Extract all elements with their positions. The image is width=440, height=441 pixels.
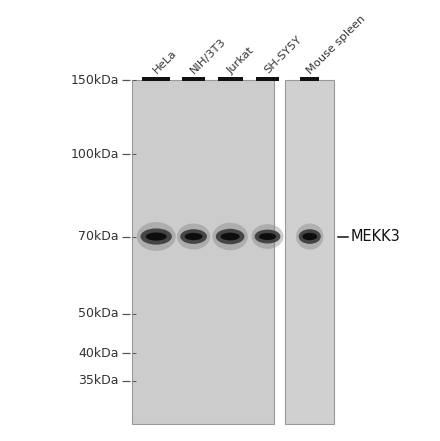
Ellipse shape — [220, 233, 240, 240]
Ellipse shape — [299, 229, 321, 244]
Text: 40kDa: 40kDa — [78, 347, 119, 360]
Text: 100kDa: 100kDa — [70, 148, 119, 161]
Bar — [285, 80, 334, 424]
Text: SH-SY5Y: SH-SY5Y — [263, 35, 304, 76]
Bar — [143, 77, 170, 81]
Text: MEKK3: MEKK3 — [351, 229, 401, 244]
Text: 50kDa: 50kDa — [78, 307, 119, 320]
Ellipse shape — [180, 229, 207, 244]
Bar — [217, 77, 243, 81]
Bar — [132, 80, 274, 424]
Text: 35kDa: 35kDa — [78, 374, 119, 387]
Ellipse shape — [140, 228, 172, 245]
Ellipse shape — [296, 224, 323, 250]
Ellipse shape — [137, 222, 176, 251]
Ellipse shape — [302, 233, 317, 240]
Ellipse shape — [213, 223, 248, 250]
Text: HeLa: HeLa — [151, 49, 179, 76]
Bar — [256, 77, 279, 81]
Ellipse shape — [146, 232, 167, 241]
Text: 150kDa: 150kDa — [70, 74, 119, 87]
Text: Mouse spleen: Mouse spleen — [305, 14, 367, 76]
Text: Jurkat: Jurkat — [225, 45, 256, 76]
Ellipse shape — [185, 233, 202, 240]
Ellipse shape — [252, 224, 283, 249]
Bar — [182, 77, 205, 81]
Ellipse shape — [259, 233, 276, 240]
Bar — [300, 77, 319, 81]
Ellipse shape — [216, 229, 245, 244]
Text: 70kDa: 70kDa — [78, 230, 119, 243]
Text: NIH/3T3: NIH/3T3 — [189, 37, 228, 76]
Ellipse shape — [255, 230, 280, 243]
Ellipse shape — [177, 224, 210, 250]
